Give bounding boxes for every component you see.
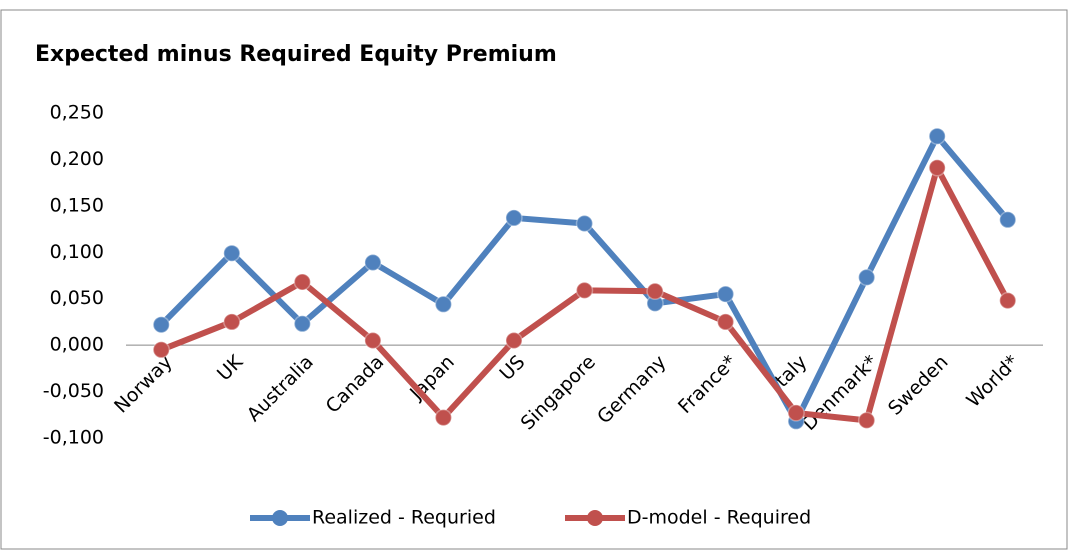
point bbox=[575, 214, 594, 233]
point bbox=[293, 273, 312, 291]
legend-label: D-model - Required bbox=[627, 507, 811, 529]
y-tick-label: 0,000 bbox=[50, 334, 104, 356]
y-tick-label: 0,150 bbox=[50, 194, 104, 216]
point bbox=[716, 285, 735, 303]
point bbox=[223, 313, 241, 331]
y-tick-label: 0,200 bbox=[50, 148, 104, 170]
point bbox=[998, 291, 1017, 310]
legend-label: Realized - Requried bbox=[312, 507, 496, 529]
point bbox=[928, 127, 946, 145]
point bbox=[928, 159, 946, 177]
point bbox=[787, 404, 805, 422]
point bbox=[223, 244, 241, 262]
point bbox=[575, 281, 594, 300]
point bbox=[857, 268, 876, 287]
chart-border bbox=[0, 9, 1068, 550]
y-tick-label: 0,100 bbox=[50, 241, 104, 263]
y-tick-label: -0,100 bbox=[43, 427, 104, 449]
point bbox=[364, 253, 382, 272]
point bbox=[434, 408, 453, 427]
y-tick-label: -0,050 bbox=[43, 380, 104, 402]
point bbox=[505, 209, 523, 227]
point bbox=[646, 282, 664, 301]
point bbox=[152, 341, 171, 359]
point bbox=[857, 411, 876, 430]
y-tick-label: 0,050 bbox=[50, 287, 104, 309]
point bbox=[716, 313, 735, 331]
point bbox=[364, 331, 382, 350]
legend-marker bbox=[587, 510, 603, 526]
point bbox=[505, 331, 523, 350]
legend-marker bbox=[272, 510, 288, 526]
point bbox=[293, 315, 312, 333]
point bbox=[434, 295, 453, 314]
chart-title: Expected minus Required Equity Premium bbox=[35, 42, 557, 67]
y-tick-label: 0,250 bbox=[50, 102, 104, 124]
point bbox=[998, 211, 1017, 229]
point bbox=[152, 315, 171, 334]
